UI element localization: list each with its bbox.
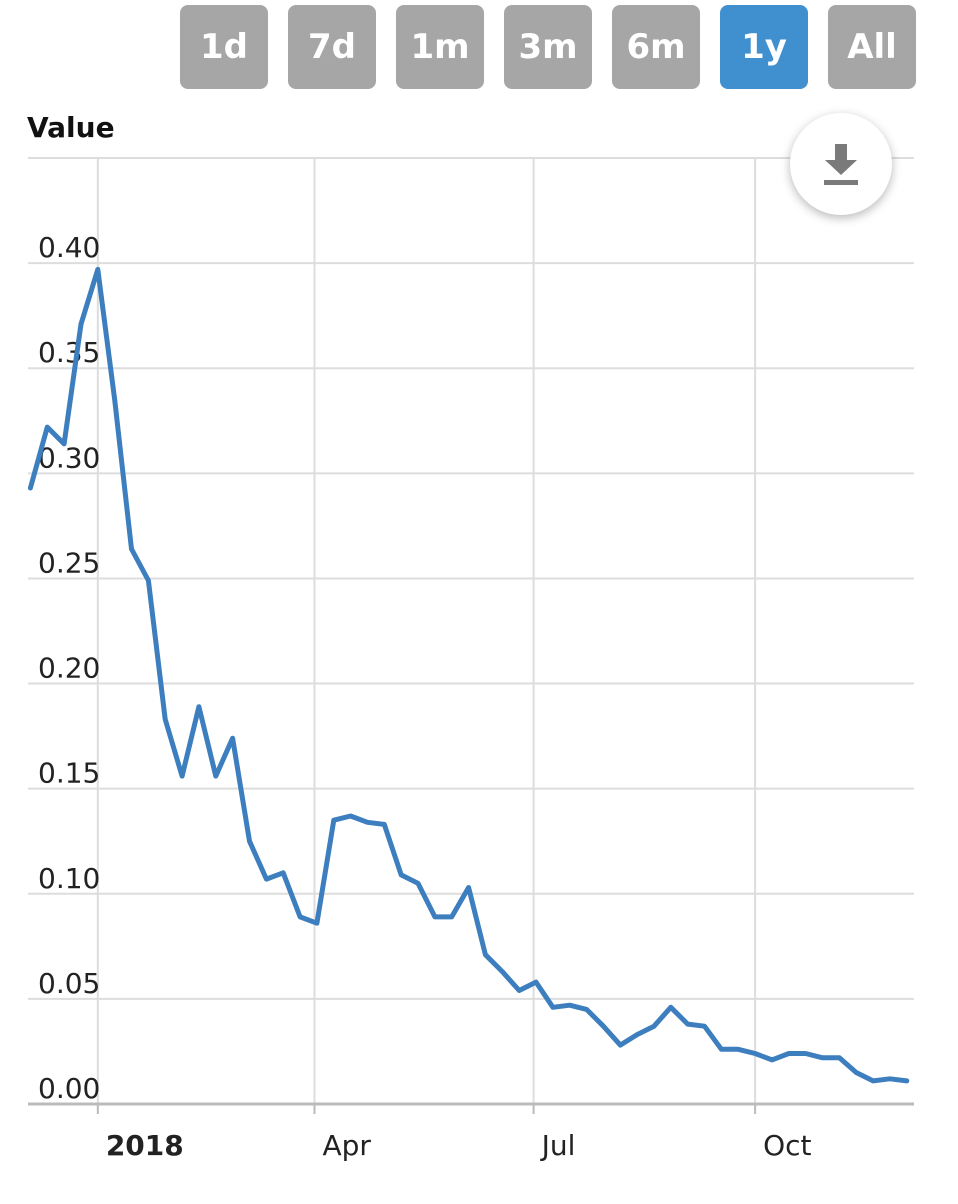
y-tick-label: 0.30 (38, 441, 100, 474)
data-point (213, 774, 218, 779)
data-point (685, 1022, 690, 1027)
data-point (365, 820, 370, 825)
data-point (112, 397, 117, 402)
range-button-1d[interactable]: 1d (180, 5, 268, 89)
data-point (348, 814, 353, 818)
y-axis-title: Value (27, 111, 115, 144)
data-point (702, 1024, 707, 1029)
x-tick-label: Oct (763, 1129, 811, 1162)
x-tick-label: Apr (323, 1129, 372, 1162)
x-tick-label: Jul (540, 1129, 576, 1162)
data-point (146, 578, 151, 583)
data-point (736, 1047, 741, 1052)
range-button-7d[interactable]: 7d (288, 5, 376, 89)
data-point (652, 1024, 656, 1029)
y-tick-label: 0.15 (38, 757, 100, 790)
data-point (871, 1078, 876, 1083)
data-point (635, 1032, 640, 1037)
data-point (163, 717, 168, 722)
data-point (79, 322, 83, 327)
data-point (904, 1078, 909, 1083)
data-point (230, 736, 235, 741)
range-button-1m[interactable]: 1m (396, 5, 484, 89)
data-point (770, 1057, 774, 1062)
series-layer (27, 266, 910, 1084)
range-button-all[interactable]: All (828, 5, 916, 89)
data-point (449, 914, 454, 919)
data-point (618, 1043, 623, 1048)
data-point (264, 877, 269, 882)
range-button-6m[interactable]: 6m (612, 5, 700, 89)
data-point (196, 704, 201, 709)
data-point (247, 839, 252, 844)
data-point (550, 1005, 555, 1010)
data-point (719, 1047, 724, 1052)
data-point (854, 1070, 859, 1075)
y-tick-label: 0.25 (38, 546, 100, 579)
data-point (567, 1003, 572, 1008)
data-point (668, 1005, 673, 1010)
grid (28, 157, 914, 1104)
data-point (534, 980, 538, 985)
y-tick-label: 0.35 (38, 336, 100, 369)
data-point (803, 1051, 808, 1056)
data-point (28, 486, 33, 490)
data-point (382, 822, 387, 827)
data-point (399, 872, 404, 877)
data-point (820, 1055, 825, 1060)
data-point (281, 870, 286, 875)
data-point (129, 547, 134, 551)
axes: 0.00 0.05 0.10 0.15 0.20 0.25 0.30 0.35 0.40 2018… (28, 231, 914, 1162)
data-point (466, 885, 471, 890)
y-tick-label: 0.20 (38, 652, 100, 685)
data-point (314, 921, 319, 926)
data-point (432, 914, 437, 919)
data-point (517, 988, 522, 993)
data-point (298, 914, 303, 919)
y-tick-label: 0.10 (38, 862, 100, 895)
data-point (45, 425, 50, 430)
data-point (95, 267, 100, 272)
y-tick-label: 0.00 (38, 1072, 100, 1105)
range-button-1y[interactable]: 1y (720, 5, 808, 89)
y-tick-label: 0.05 (38, 967, 100, 1000)
series-line (27, 266, 910, 1084)
data-point (753, 1051, 758, 1056)
data-point (500, 969, 505, 974)
data-point (786, 1051, 791, 1056)
download-icon (824, 144, 858, 185)
data-point (584, 1007, 589, 1012)
data-point (331, 818, 336, 823)
data-point (601, 1024, 606, 1029)
y-tick-label: 0.40 (38, 231, 100, 264)
x-tick-label: 2018 (106, 1129, 184, 1162)
download-button[interactable] (790, 113, 892, 215)
data-point (837, 1055, 842, 1060)
data-point (62, 441, 67, 446)
data-point (887, 1076, 892, 1081)
data-point (483, 952, 488, 957)
range-button-3m[interactable]: 3m (504, 5, 592, 89)
data-point (416, 881, 420, 886)
data-point (180, 774, 185, 779)
